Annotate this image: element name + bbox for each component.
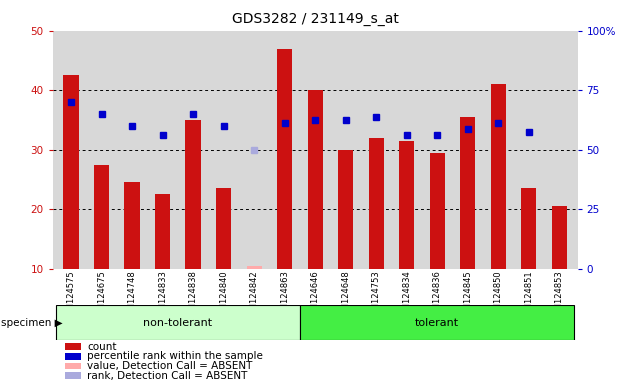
Bar [94,165,109,328]
Bar [338,150,353,328]
Bar [491,84,506,328]
FancyBboxPatch shape [300,305,574,340]
Text: count: count [87,342,117,352]
Bar [399,141,414,328]
Bar [368,138,384,328]
Text: value, Detection Call = ABSENT: value, Detection Call = ABSENT [87,361,252,371]
Text: non-tolerant: non-tolerant [143,318,212,328]
Bar [521,189,537,328]
Bar [124,182,140,328]
Bar [460,117,475,328]
Bar [186,120,201,328]
Bar [551,206,567,328]
Text: tolerant: tolerant [415,318,460,328]
Text: specimen ▶: specimen ▶ [1,318,62,328]
Bar [247,266,262,328]
FancyBboxPatch shape [56,305,300,340]
Bar [277,48,292,328]
Bar [63,75,79,328]
Bar [155,194,170,328]
Bar [430,153,445,328]
Text: GDS3282 / 231149_s_at: GDS3282 / 231149_s_at [232,12,399,25]
Text: rank, Detection Call = ABSENT: rank, Detection Call = ABSENT [87,371,247,381]
Text: percentile rank within the sample: percentile rank within the sample [87,351,263,361]
Bar [216,189,231,328]
Bar [307,90,323,328]
